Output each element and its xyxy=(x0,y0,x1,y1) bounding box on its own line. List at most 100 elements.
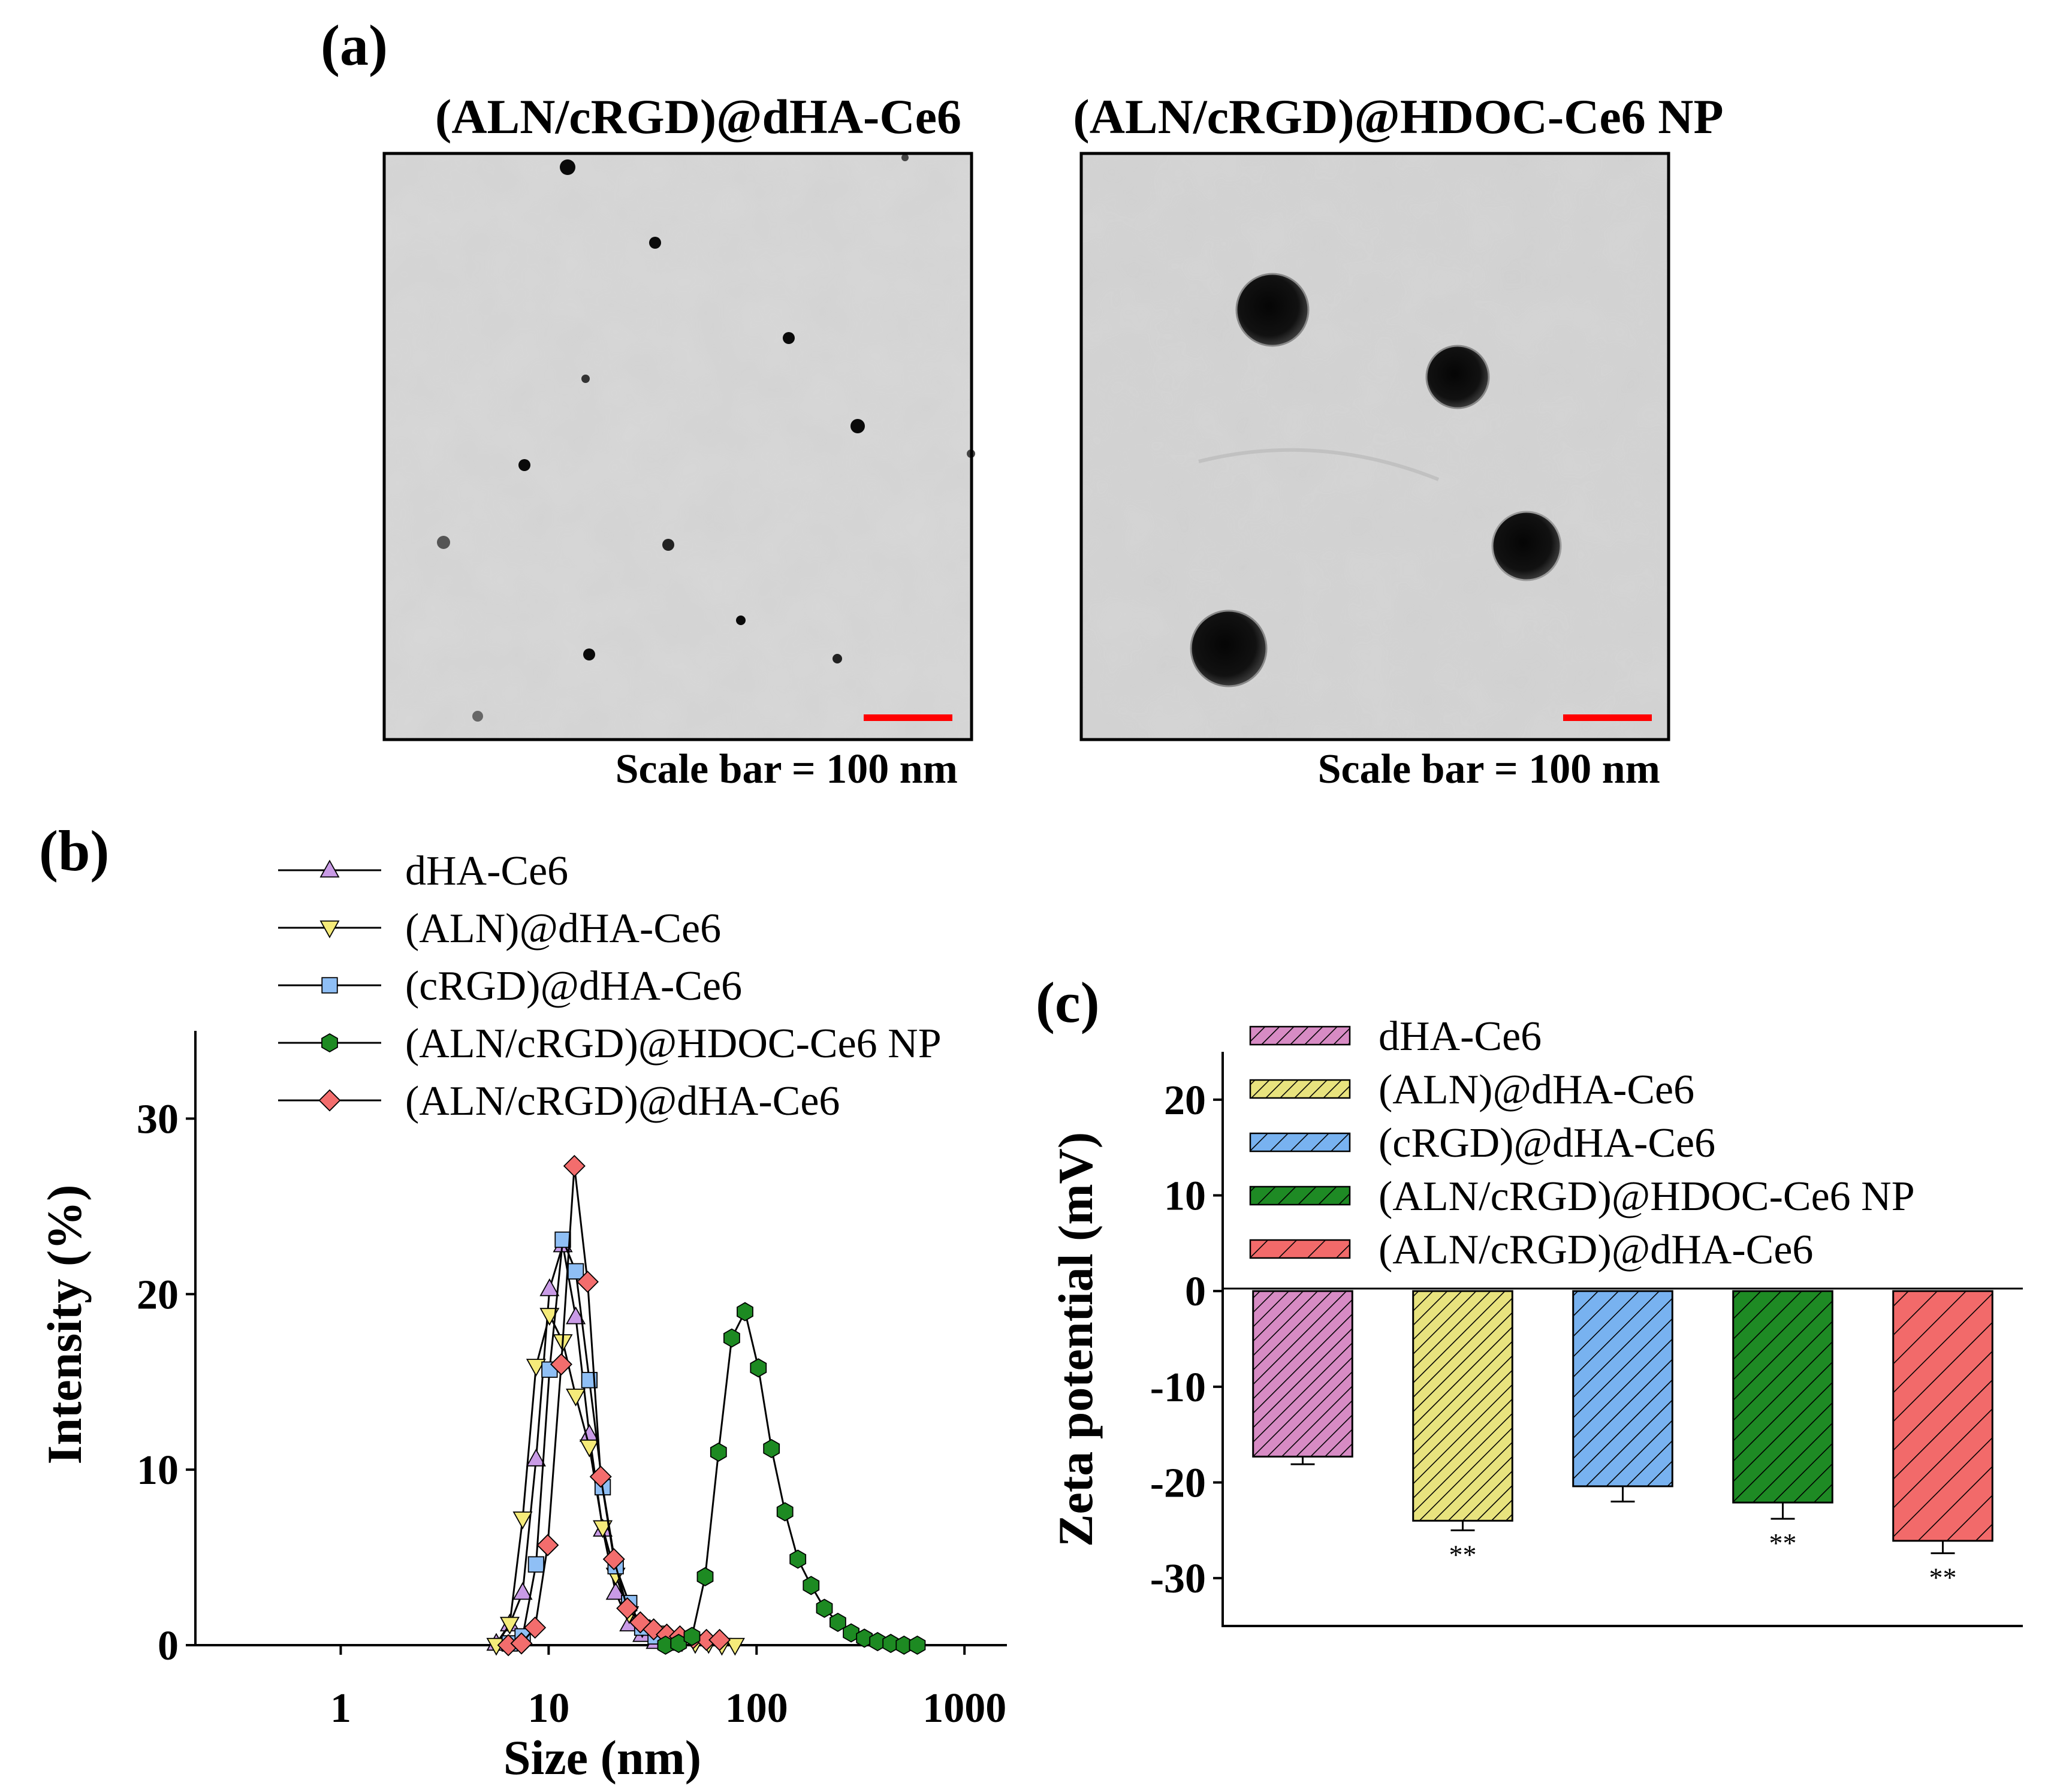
b-legend-label: dHA-Ce6 xyxy=(405,848,568,894)
c-legend-swatch-hatch xyxy=(1249,1025,1351,1046)
b-data-point xyxy=(723,1328,740,1348)
b-data-point xyxy=(763,1438,780,1459)
b-x-axis-title: Size (nm) xyxy=(503,1730,701,1785)
b-x-tick-label: 1000 xyxy=(922,1685,1006,1731)
tem-right-title: (ALN/cRGD)@HDOC-Ce6 NP xyxy=(1073,89,1723,144)
tem-image-right xyxy=(1079,152,1670,741)
b-data-point xyxy=(602,1547,625,1571)
c-y-tick-label: -30 xyxy=(1150,1556,1206,1602)
b-data-point xyxy=(830,1612,846,1632)
c-y-tick-label: -20 xyxy=(1150,1461,1206,1507)
b-data-point xyxy=(527,1556,545,1573)
b-data-point xyxy=(593,1520,613,1538)
panel-c-bars: ** ** ** xyxy=(1252,1290,1993,1593)
c-bar-group xyxy=(1252,1290,1353,1465)
c-legend-label: (ALN)@dHA-Ce6 xyxy=(1379,1067,1694,1113)
c-legend-swatch-hatch xyxy=(1249,1239,1351,1259)
b-x-tick-label: 100 xyxy=(725,1685,788,1731)
b-legend-item: dHA-Ce6 xyxy=(278,848,568,894)
b-data-point xyxy=(710,1442,727,1462)
b-data-point xyxy=(589,1465,612,1488)
b-legend-marker xyxy=(321,1033,338,1053)
b-y-tick-label: 20 xyxy=(137,1272,179,1318)
b-data-point xyxy=(524,1616,547,1639)
c-legend-item: (ALN)@dHA-Ce6 xyxy=(1249,1067,1694,1113)
b-y-tick-label: 30 xyxy=(137,1096,179,1142)
b-data-point xyxy=(536,1534,559,1556)
b-legend-item: (ALN/cRGD)@HDOC-Ce6 NP xyxy=(278,1021,942,1067)
b-legend-marker xyxy=(321,977,338,994)
c-legend-label: (ALN/cRGD)@dHA-Ce6 xyxy=(1379,1227,1813,1273)
c-legend-swatch-hatch xyxy=(1249,1132,1351,1153)
b-legend-label: (cRGD)@dHA-Ce6 xyxy=(405,963,742,1009)
c-y-tick-label: 20 xyxy=(1164,1078,1206,1124)
c-bar-hatch xyxy=(1732,1290,1833,1504)
c-bar-group: ** xyxy=(1732,1290,1833,1558)
scale-bar-right xyxy=(1563,714,1652,721)
panel-b-label: (b) xyxy=(39,819,109,883)
c-bar-hatch xyxy=(1892,1290,1993,1542)
panel-b-legend: dHA-Ce6 (ALN)@dHA-Ce6 (cRGD)@dHA-Ce6 (ALN/c… xyxy=(278,848,942,1124)
b-legend-label: (ALN)@dHA-Ce6 xyxy=(405,906,721,952)
c-significance-mark: ** xyxy=(1449,1539,1477,1570)
b-data-point xyxy=(856,1628,873,1648)
c-legend-item: dHA-Ce6 xyxy=(1249,1013,1542,1060)
b-data-point xyxy=(539,1308,560,1326)
b-data-point xyxy=(539,1278,560,1296)
c-legend-swatch-hatch xyxy=(1249,1185,1351,1206)
b-legend-marker xyxy=(319,859,340,878)
b-data-point xyxy=(605,1582,626,1600)
panel-c-ticks: 20 10 0 -10 -20 -30 xyxy=(1150,1078,1223,1602)
b-series-line xyxy=(665,1309,918,1646)
b-data-point xyxy=(512,1511,533,1529)
c-bar-group: ** xyxy=(1412,1290,1513,1570)
b-x-tick-label: 1 xyxy=(330,1685,351,1731)
b-legend-item: (ALN/cRGD)@dHA-Ce6 xyxy=(278,1078,840,1124)
b-y-tick-label: 0 xyxy=(158,1623,179,1669)
c-bar-group xyxy=(1572,1290,1673,1503)
scale-caption-left: Scale bar = 100 nm xyxy=(616,746,958,792)
b-data-point xyxy=(554,1231,571,1248)
b-data-point xyxy=(566,1388,586,1407)
b-data-point xyxy=(526,1448,546,1467)
c-legend-item: (ALN/cRGD)@HDOC-Ce6 NP xyxy=(1249,1173,1915,1220)
c-bar-group: ** xyxy=(1892,1290,1993,1593)
panel-c-axes xyxy=(1221,1052,2023,1627)
b-data-point xyxy=(909,1635,926,1655)
b-legend-marker xyxy=(319,920,340,939)
c-legend-item: (ALN/cRGD)@dHA-Ce6 xyxy=(1249,1227,1813,1273)
b-data-point xyxy=(512,1582,533,1600)
b-series-1 xyxy=(486,1308,745,1656)
b-data-point xyxy=(566,1306,586,1325)
b-data-point xyxy=(550,1353,572,1375)
b-legend-label: (ALN/cRGD)@dHA-Ce6 xyxy=(405,1078,840,1124)
b-legend-item: (cRGD)@dHA-Ce6 xyxy=(278,963,742,1009)
b-data-point xyxy=(563,1154,586,1178)
panel-c-legend: dHA-Ce6 (ALN)@dHA-Ce6 (cRGD)@dHA-Ce6 (ALN/c… xyxy=(1249,1013,1915,1273)
panel-b-series xyxy=(486,1154,926,1657)
c-legend-item: (cRGD)@dHA-Ce6 xyxy=(1249,1120,1715,1166)
b-data-point xyxy=(616,1597,639,1620)
panel-b-ticks: 0 10 20 30 1 10 100 1000 xyxy=(137,1096,1006,1731)
b-y-axis-title: Intensity (%) xyxy=(37,1185,92,1465)
c-bar-hatch xyxy=(1572,1290,1673,1488)
panel-a-label: (a) xyxy=(321,13,388,77)
scale-caption-right: Scale bar = 100 nm xyxy=(1318,746,1660,792)
tem-image-left xyxy=(382,152,975,741)
c-significance-mark: ** xyxy=(1929,1562,1957,1593)
b-legend-marker xyxy=(318,1089,341,1112)
b-data-point xyxy=(789,1549,807,1569)
tem-left-title: (ALN/cRGD)@dHA-Ce6 xyxy=(435,89,961,144)
b-data-point xyxy=(708,1628,731,1651)
c-y-tick-label: 0 xyxy=(1185,1269,1206,1315)
c-legend-label: (ALN/cRGD)@HDOC-Ce6 NP xyxy=(1379,1173,1915,1220)
b-data-point xyxy=(816,1598,833,1618)
b-data-point xyxy=(843,1623,859,1643)
c-legend-swatch-hatch xyxy=(1249,1079,1351,1099)
b-data-point xyxy=(567,1263,584,1280)
b-legend-label: (ALN/cRGD)@HDOC-Ce6 NP xyxy=(405,1021,942,1067)
c-bar-hatch xyxy=(1252,1290,1353,1458)
b-data-point xyxy=(510,1632,533,1655)
